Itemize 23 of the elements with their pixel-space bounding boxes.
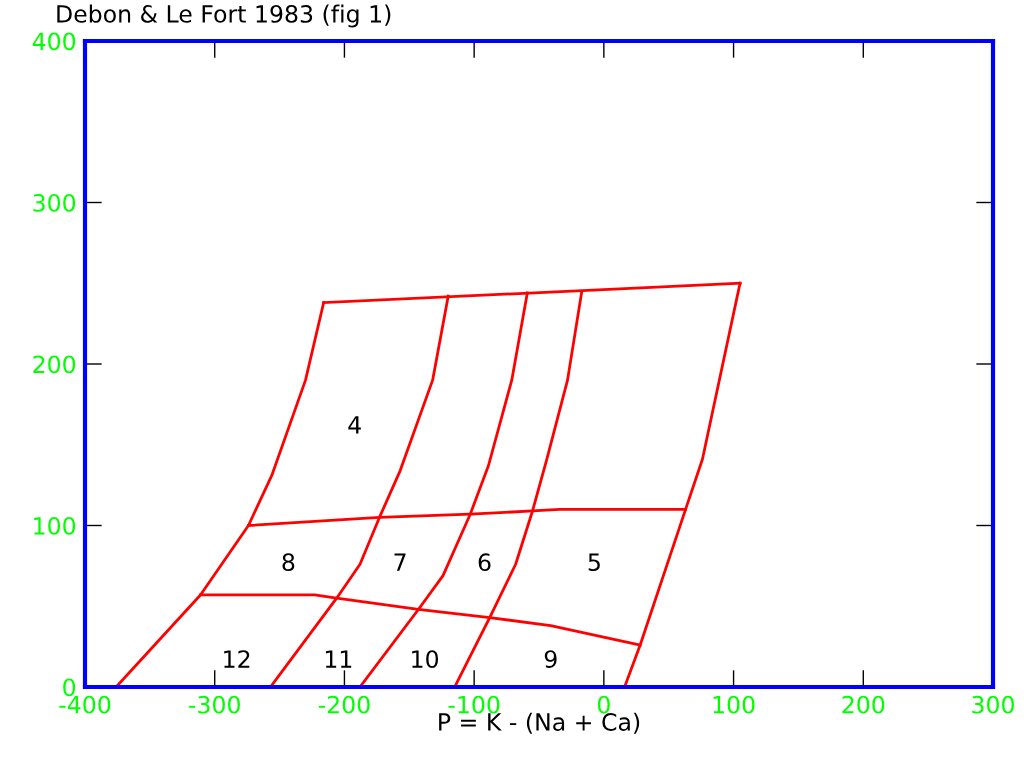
- x-tick-label: -400: [59, 695, 111, 714]
- x-tick-label: -100: [448, 695, 500, 714]
- annotation: 8: [282, 553, 295, 572]
- annotation: 11: [325, 650, 352, 668]
- annotation: 5: [588, 553, 600, 572]
- annotation: 4: [348, 416, 361, 434]
- y-tick-label: 0: [63, 678, 76, 697]
- x-tick-label: 0: [597, 695, 610, 714]
- annotation: 6: [478, 553, 491, 572]
- y-tick-label: 300: [33, 193, 76, 212]
- annotation: 10: [412, 650, 439, 669]
- annotation: 9: [544, 650, 557, 669]
- y-tick-label: 100: [34, 516, 76, 535]
- y-tick-label: 200: [33, 355, 76, 374]
- x-tick-label: 300: [972, 695, 1014, 714]
- annotation: 12: [224, 650, 250, 668]
- x-tick-label: 100: [713, 695, 755, 714]
- y-tick-label: 400: [32, 32, 76, 51]
- x-tick-label: -300: [189, 695, 240, 714]
- x-tick-label: 200: [842, 695, 885, 714]
- x-tick-label: -200: [318, 695, 370, 714]
- annotation: 7: [394, 553, 406, 571]
- chart-title: Debon & Le Fort 1983 (fig 1): [57, 4, 391, 28]
